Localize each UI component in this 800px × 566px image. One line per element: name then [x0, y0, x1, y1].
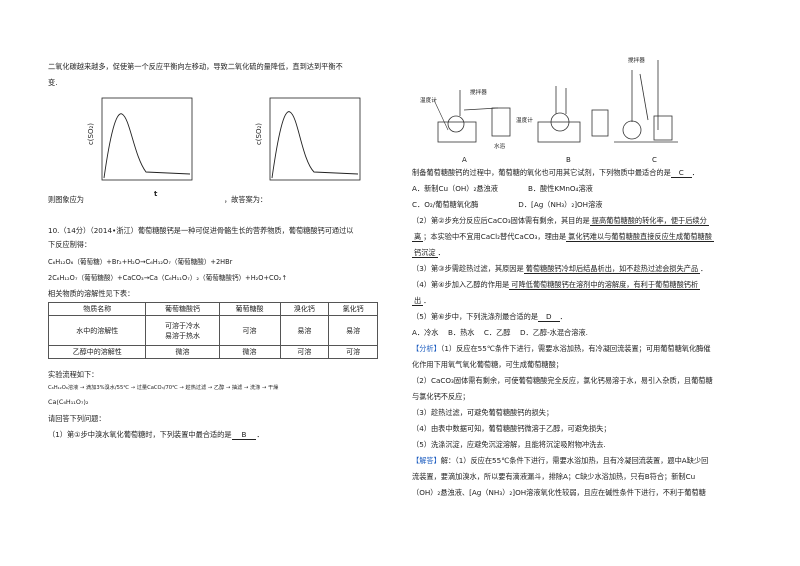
answer-4: 可降低葡萄糖酸钙在溶剂中的溶解度，有利于葡萄糖酸钙析 [509, 280, 701, 290]
table-cell: 氯化钙 [328, 302, 378, 316]
questions-intro: 请回答下列问题： [48, 414, 106, 423]
solution-1: 【解答】解：（1）反应在55℃条件下进行，需要水浴加热，且有冷凝回流装置，题中A… [412, 456, 709, 465]
table-cell: 可溶 [328, 345, 378, 359]
answer-2c: 氯化钙难以与葡萄糖酸直接反应生成葡萄糖酸 [566, 232, 714, 242]
graph-left [101, 97, 193, 181]
label-stirrer: 搅拌器 [470, 90, 487, 96]
q2-line-3: 钙沉淀． [412, 248, 445, 258]
solubility-table: 物质名称 葡萄糖酸钙 葡萄糖酸 溴化钙 氯化钙 水中的溶解性 可溶于冷水 易溶于… [47, 302, 378, 359]
table-cell: 物质名称 [47, 302, 147, 316]
table-cell: 易溶 [279, 315, 330, 346]
table-cell: 可溶于冷水 易溶于热水 [145, 315, 220, 346]
q4-line-2: 出． [412, 296, 431, 306]
q5-line: （5）第⑥步中，下列洗涤剂最合适的是 D ． [412, 312, 567, 322]
analysis-3: （3）趁热过滤，可避免葡萄糖酸钙的损失； [412, 408, 554, 417]
q4-line: （4）第④步加入乙醇的作用是 可降低葡萄糖酸钙在溶剂中的溶解度，有利于葡萄糖酸钙析 [412, 280, 701, 290]
table-cell: 可溶 [218, 315, 281, 346]
table-cell: 乙醇中的溶解性 [47, 345, 147, 359]
label-b: B [566, 156, 571, 164]
table-cell: 葡萄糖酸 [218, 302, 281, 316]
analysis-2: （2）CaCO₃固体需有剩余，可使葡萄糖酸完全反应，氯化钙易溶于水，易引入杂质，… [412, 376, 713, 385]
table-intro: 相关物质的溶解性见下表： [48, 289, 135, 298]
table-cell: 微溶 [145, 345, 220, 359]
intro-line-1: 二氧化碳越来越多，促使第一个反应平衡向左移动，导致二氧化硫的量降低，直到达到平衡… [48, 62, 343, 71]
question-1: （1）第①步中溴水氧化葡萄糖时，下列装置中最合适的是 B ． [48, 430, 264, 440]
analysis-5: （5）洗涤沉淀，应避免沉淀溶解，且能将沉淀吸附物冲洗去. [412, 440, 606, 449]
flow-end: Ca(C₆H₁₁O₇)₂ [48, 398, 89, 406]
analysis-2b: 与氯化钙不反应； [412, 392, 470, 401]
label-a: A [462, 156, 467, 164]
options-ab: A．新制Cu（OH）₂悬浊液 B．酸性KMnO₄溶液 [412, 184, 593, 193]
graph-left-ylabel: c(SO₂) [87, 122, 96, 146]
r-line-1: 制备葡萄糖酸钙的过程中，葡萄糖的氧化也可用其它试剂，下列物质中最适合的是 C ． [412, 168, 699, 178]
table-cell: 溴化钙 [279, 302, 330, 316]
graph-caption: 则图象应为 ，故答案为： [48, 195, 268, 204]
label-stirrer-c: 搅拌器 [628, 58, 645, 64]
q2-line-2: 离；本实验中不宜用CaCl₂替代CaCO₃，理由是 氯化钙难以与葡萄糖酸直接反应生… [412, 232, 714, 242]
equation-2: 2C₆H₁₂O₇（葡萄糖酸）+CaCO₃→Ca（C₆H₁₁O₇）₂（葡萄糖酸钙）… [48, 274, 287, 282]
q10-heading-2: 下反应制得： [48, 240, 92, 249]
solution-2: 流装置，要滴加溴水，所以要有滴液漏斗，排除A；C缺少水浴加热，只有B符合；新制C… [412, 472, 696, 481]
table-cell: 葡萄糖酸钙 [145, 302, 220, 316]
q10-heading: 10.（14分）（2014•浙江）葡萄糖酸钙是一种可促进骨骼生长的营养物质，葡萄… [48, 226, 354, 235]
analysis-1b: 化作用下用氧气氧化葡萄糖，可生成葡萄糖酸； [412, 360, 563, 369]
q3-line: （3）第③步需趁热过滤，其原因是 葡萄糖酸钙冷却后结晶析出，如不趁热过滤会损失产品… [412, 264, 708, 274]
label-c: C [652, 156, 657, 164]
label-water-bath: 水浴 [494, 144, 506, 150]
label-thermometer-b: 温度计 [516, 118, 533, 124]
solution-tag: 【解答】 [412, 456, 441, 465]
apparatus-figure [433, 60, 678, 143]
answer-5: D [538, 312, 560, 322]
table-cell: 易溶 [328, 315, 378, 346]
answer-1: B [231, 430, 257, 440]
answer-2d: 钙沉淀 [412, 248, 438, 258]
table-cell: 水中的溶解性 [47, 315, 147, 346]
flow-intro: 实验流程如下： [48, 370, 99, 379]
analysis-tag: 【分析】 [412, 344, 441, 353]
table-row: 水中的溶解性 可溶于冷水 易溶于热水 可溶 易溶 易溶 [47, 315, 378, 346]
flow-chart: C₆H₁₂O₆溶液 → 滴加3%溴水/55℃ → 过量CaCO₃/70℃ → 趁… [48, 385, 279, 391]
options-cd: C．O₂/葡萄糖氧化酶 D．[Ag（NH₃）₂]OH溶液 [412, 200, 603, 209]
analysis-4: （4）由表中数据可知，葡萄糖酸钙微溶于乙醇，可避免损失； [412, 424, 611, 433]
q5-options: A．冷水 B．热水 C．乙醇 D．乙醇-水混合溶液. [412, 328, 588, 337]
table-header-row: 物质名称 葡萄糖酸钙 葡萄糖酸 溴化钙 氯化钙 [47, 302, 378, 316]
q2-line: （2）第②步充分反应后CaCO₃固体需有剩余，其目的是 提高葡萄糖酸的转化率，便于… [412, 216, 709, 226]
solution-3: （OH）₂悬浊液、[Ag（NH₃）₂]OH溶液氧化性较弱，且应在碱性条件下进行，… [412, 488, 706, 497]
answer-2a: 提高葡萄糖酸的转化率，便于后续分 [589, 216, 709, 226]
intro-line-2: 变. [48, 78, 58, 87]
answer-oxidant: C [670, 168, 692, 178]
graph-left-xlabel: t [154, 190, 158, 198]
graph-right [269, 97, 361, 181]
answer-2b: 离 [412, 232, 424, 242]
equation-1: C₆H₁₂O₆（葡萄糖）+Br₂+H₂O→C₆H₁₂O₇（葡萄糖酸）+2HBr [48, 258, 233, 266]
answer-4b: 出 [412, 296, 424, 306]
table-row: 乙醇中的溶解性 微溶 微溶 可溶 可溶 [47, 345, 378, 359]
table-cell: 微溶 [218, 345, 281, 359]
analysis-1: 【分析】（1）反应在55℃条件下进行，需要水浴加热，有冷凝回流装置；可用葡萄糖氧… [412, 344, 711, 353]
label-thermometer: 温度计 [420, 98, 437, 104]
graph-right-ylabel: c(SO₂) [255, 122, 264, 146]
answer-3: 葡萄糖酸钙冷却后结晶析出，如不趁热过滤会损失产品 [523, 264, 701, 274]
table-cell: 可溶 [279, 345, 330, 359]
